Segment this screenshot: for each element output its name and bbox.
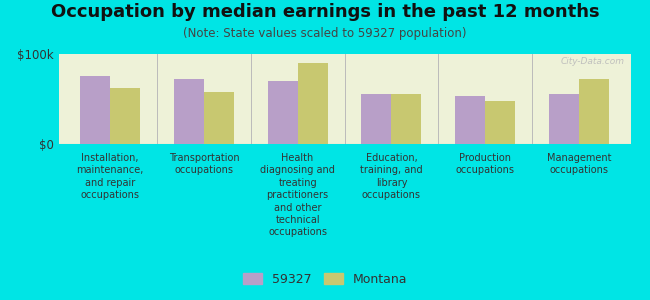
Bar: [298, 63, 328, 144]
Bar: [391, 94, 421, 144]
Bar: [174, 79, 204, 144]
Bar: [268, 81, 298, 144]
Bar: [579, 79, 609, 144]
Text: Health
diagnosing and
treating
practitioners
and other
technical
occupations: Health diagnosing and treating practitio…: [260, 153, 335, 237]
Text: (Note: State values scaled to 59327 population): (Note: State values scaled to 59327 popu…: [183, 27, 467, 40]
Text: City-Data.com: City-Data.com: [561, 57, 625, 66]
Bar: [80, 76, 110, 144]
Text: Occupation by median earnings in the past 12 months: Occupation by median earnings in the pas…: [51, 3, 599, 21]
Bar: [110, 88, 140, 144]
Bar: [361, 94, 391, 144]
Text: Production
occupations: Production occupations: [456, 153, 515, 176]
Text: Management
occupations: Management occupations: [547, 153, 611, 176]
Text: Transportation
occupations: Transportation occupations: [168, 153, 239, 176]
Bar: [485, 101, 515, 144]
Bar: [204, 92, 234, 144]
Bar: [549, 94, 579, 144]
Bar: [455, 96, 485, 144]
Legend: 59327, Montana: 59327, Montana: [238, 268, 412, 291]
Text: Installation,
maintenance,
and repair
occupations: Installation, maintenance, and repair oc…: [77, 153, 144, 200]
Text: Education,
training, and
library
occupations: Education, training, and library occupat…: [360, 153, 422, 200]
